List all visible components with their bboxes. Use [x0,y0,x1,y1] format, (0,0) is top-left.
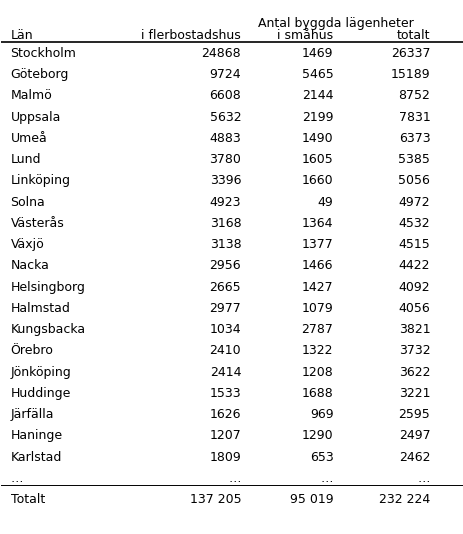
Text: Malmö: Malmö [11,90,52,103]
Text: totalt: totalt [396,29,429,42]
Text: 2497: 2497 [398,429,429,443]
Text: 2414: 2414 [209,366,241,379]
Text: 5056: 5056 [398,175,429,187]
Text: 232 224: 232 224 [378,493,429,506]
Text: 5385: 5385 [398,153,429,166]
Text: 3396: 3396 [209,175,241,187]
Text: 2977: 2977 [209,302,241,315]
Text: Växjö: Växjö [11,238,44,251]
Text: …: … [320,472,333,485]
Text: 3221: 3221 [398,387,429,400]
Text: 1533: 1533 [209,387,241,400]
Text: 653: 653 [309,451,333,464]
Text: 969: 969 [309,408,333,421]
Text: 1605: 1605 [301,153,333,166]
Text: 1427: 1427 [301,281,333,294]
Text: 8752: 8752 [398,90,429,103]
Text: 3168: 3168 [209,217,241,230]
Text: Antal byggda lägenheter: Antal byggda lägenheter [257,17,413,30]
Text: 3780: 3780 [209,153,241,166]
Text: 5465: 5465 [301,68,333,81]
Text: 137 205: 137 205 [189,493,241,506]
Text: …: … [417,472,429,485]
Text: 3138: 3138 [209,238,241,251]
Text: 1364: 1364 [301,217,333,230]
Text: 7831: 7831 [398,111,429,124]
Text: 95 019: 95 019 [289,493,333,506]
Text: Järfälla: Järfälla [11,408,54,421]
Text: 1377: 1377 [301,238,333,251]
Text: 3821: 3821 [398,323,429,336]
Text: Län: Län [11,29,33,42]
Text: i flerbostadshus: i flerbostadshus [141,29,241,42]
Text: 1660: 1660 [301,175,333,187]
Text: 1208: 1208 [301,366,333,379]
Text: …: … [11,472,23,485]
Text: 1626: 1626 [209,408,241,421]
Text: 4923: 4923 [209,195,241,209]
Text: Karlstad: Karlstad [11,451,62,464]
Text: i småhus: i småhus [277,29,333,42]
Text: Helsingborg: Helsingborg [11,281,85,294]
Text: 1469: 1469 [301,47,333,60]
Text: 2144: 2144 [301,90,333,103]
Text: 2787: 2787 [301,323,333,336]
Text: 4422: 4422 [398,260,429,272]
Text: Umeå: Umeå [11,132,47,145]
Text: 26337: 26337 [390,47,429,60]
Text: …: … [228,472,241,485]
Text: 5632: 5632 [209,111,241,124]
Text: Uppsala: Uppsala [11,111,61,124]
Text: 2956: 2956 [209,260,241,272]
Text: Huddinge: Huddinge [11,387,71,400]
Text: 6608: 6608 [209,90,241,103]
Text: 1688: 1688 [301,387,333,400]
Text: Lund: Lund [11,153,41,166]
Text: Totalt: Totalt [11,493,45,506]
Text: 4883: 4883 [209,132,241,145]
Text: Nacka: Nacka [11,260,50,272]
Text: 1079: 1079 [301,302,333,315]
Text: Kungsbacka: Kungsbacka [11,323,86,336]
Text: 1466: 1466 [301,260,333,272]
Text: 4972: 4972 [398,195,429,209]
Text: Västerås: Västerås [11,217,64,230]
Text: 2410: 2410 [209,344,241,357]
Text: 4515: 4515 [398,238,429,251]
Text: 1290: 1290 [301,429,333,443]
Text: 3622: 3622 [398,366,429,379]
Text: 1034: 1034 [209,323,241,336]
Text: 4532: 4532 [398,217,429,230]
Text: 1490: 1490 [301,132,333,145]
Text: 2199: 2199 [301,111,333,124]
Text: 2462: 2462 [398,451,429,464]
Text: 1322: 1322 [301,344,333,357]
Text: 6373: 6373 [398,132,429,145]
Text: 4056: 4056 [398,302,429,315]
Text: 2665: 2665 [209,281,241,294]
Text: 1809: 1809 [209,451,241,464]
Text: 4092: 4092 [398,281,429,294]
Text: 49: 49 [317,195,333,209]
Text: Örebro: Örebro [11,344,53,357]
Text: 9724: 9724 [209,68,241,81]
Text: Solna: Solna [11,195,45,209]
Text: Jönköping: Jönköping [11,366,71,379]
Text: Göteborg: Göteborg [11,68,69,81]
Text: Linköping: Linköping [11,175,70,187]
Text: 2595: 2595 [398,408,429,421]
Text: 15189: 15189 [390,68,429,81]
Text: 24868: 24868 [201,47,241,60]
Text: Stockholm: Stockholm [11,47,76,60]
Text: Haninge: Haninge [11,429,63,443]
Text: Halmstad: Halmstad [11,302,70,315]
Text: 1207: 1207 [209,429,241,443]
Text: 3732: 3732 [398,344,429,357]
